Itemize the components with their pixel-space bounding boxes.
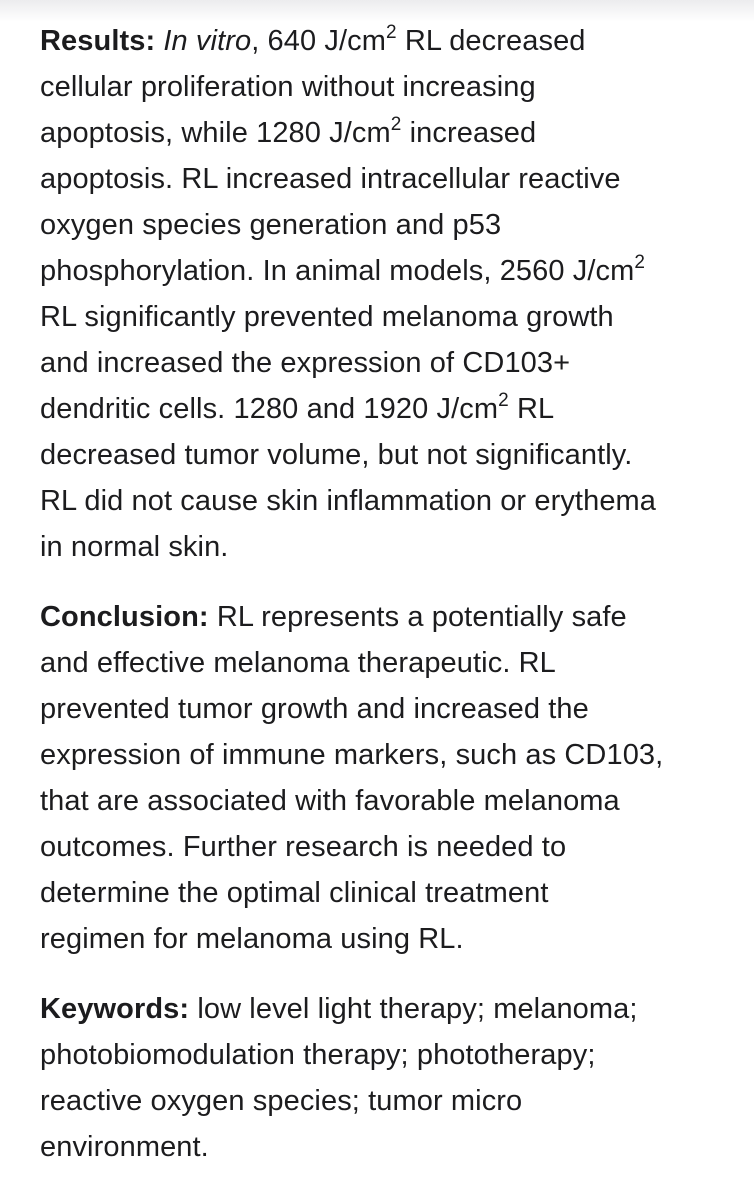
text-run: , 640 J/cm <box>251 25 387 57</box>
text-line: phosphorylation. In animal models, 2560 … <box>40 248 720 294</box>
text-line: expression of immune markers, such as CD… <box>40 739 664 771</box>
text-line: environment. <box>40 1131 209 1163</box>
conclusion-section: Conclusion: RL represents a potentially … <box>40 594 720 962</box>
text-line: apoptosis. RL increased intracellular re… <box>40 163 621 195</box>
conclusion-label: Conclusion: <box>40 601 209 633</box>
text-line: Conclusion: RL represents a potentially … <box>40 594 720 640</box>
text-line: outcomes. Further research is needed to <box>40 831 567 863</box>
text-line: determine the optimal clinical treatment <box>40 877 549 909</box>
text-run: RL represents a potentially safe <box>208 601 627 633</box>
text-line: decreased tumor volume, but not signific… <box>40 439 633 471</box>
keywords-section: Keywords: low level light therapy; melan… <box>40 986 720 1170</box>
text-run: apoptosis, while 1280 J/cm <box>40 117 391 149</box>
superscript: 2 <box>634 252 646 273</box>
text-line: regimen for melanoma using RL. <box>40 923 464 955</box>
text-run: low level light therapy; melanoma; <box>189 993 638 1025</box>
text-line: RL significantly prevented melanoma grow… <box>40 301 614 333</box>
text-line: and increased the expression of CD103+ <box>40 347 571 379</box>
text-line: prevented tumor growth and increased the <box>40 693 589 725</box>
top-edge-shadow <box>0 0 754 22</box>
text-line: photobiomodulation therapy; phototherapy… <box>40 1039 596 1071</box>
text-run: phosphorylation. In animal models, 2560 … <box>40 255 635 287</box>
superscript: 2 <box>498 390 509 411</box>
text-run: RL <box>508 393 555 425</box>
results-section: Results: In vitro, 640 J/cm2 RL decrease… <box>40 18 720 570</box>
text-run: dendritic cells. 1280 and 1920 J/cm <box>40 393 499 425</box>
abstract-text: Results: In vitro, 640 J/cm2 RL decrease… <box>40 18 720 1170</box>
text-line: Keywords: low level light therapy; melan… <box>40 986 720 1032</box>
text-line: apoptosis, while 1280 J/cm2 increased <box>40 110 720 156</box>
text-run: RL decreased <box>396 25 586 57</box>
text-line: in normal skin. <box>40 531 229 563</box>
superscript: 2 <box>386 22 397 43</box>
superscript: 2 <box>390 114 402 135</box>
text-line: cellular proliferation without increasin… <box>40 71 536 103</box>
text-line: and effective melanoma therapeutic. RL <box>40 647 556 679</box>
text-run: increased <box>401 117 537 149</box>
text-line: that are associated with favorable melan… <box>40 785 620 817</box>
results-label: Results: <box>40 25 156 57</box>
text-line: oxygen species generation and p53 <box>40 209 502 241</box>
text-line: RL did not cause skin inflammation or er… <box>40 485 657 517</box>
in-vitro-text: In vitro <box>163 25 252 57</box>
text-line: dendritic cells. 1280 and 1920 J/cm2 RL <box>40 386 720 432</box>
text-line: Results: In vitro, 640 J/cm2 RL decrease… <box>40 18 720 64</box>
text-line: reactive oxygen species; tumor micro <box>40 1085 523 1117</box>
keywords-label: Keywords: <box>40 993 190 1025</box>
